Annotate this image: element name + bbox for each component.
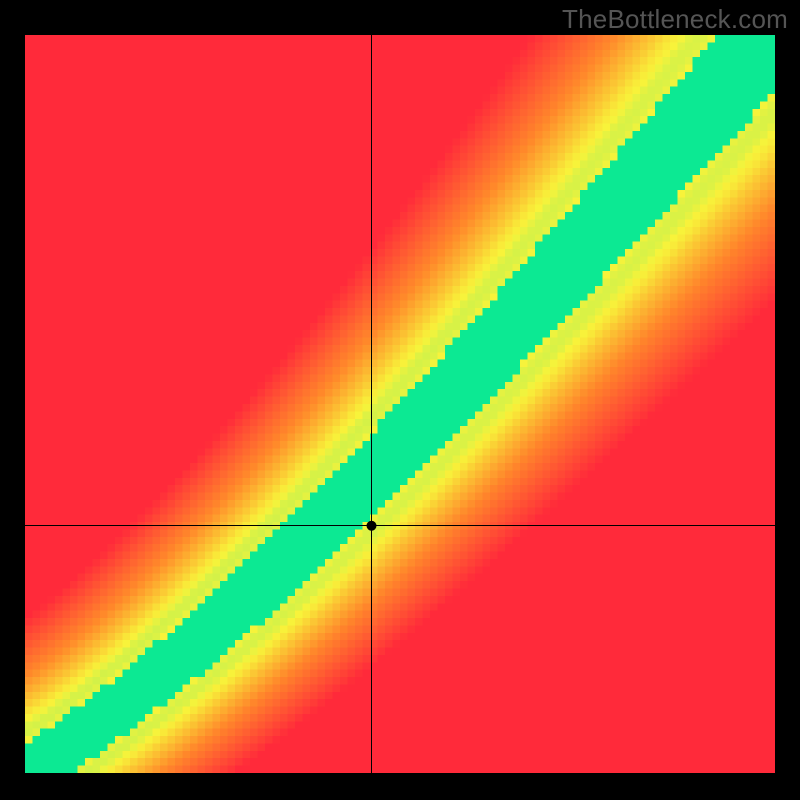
watermark-text: TheBottleneck.com xyxy=(562,4,788,35)
chart-container: TheBottleneck.com xyxy=(0,0,800,800)
crosshair-marker xyxy=(25,35,775,773)
